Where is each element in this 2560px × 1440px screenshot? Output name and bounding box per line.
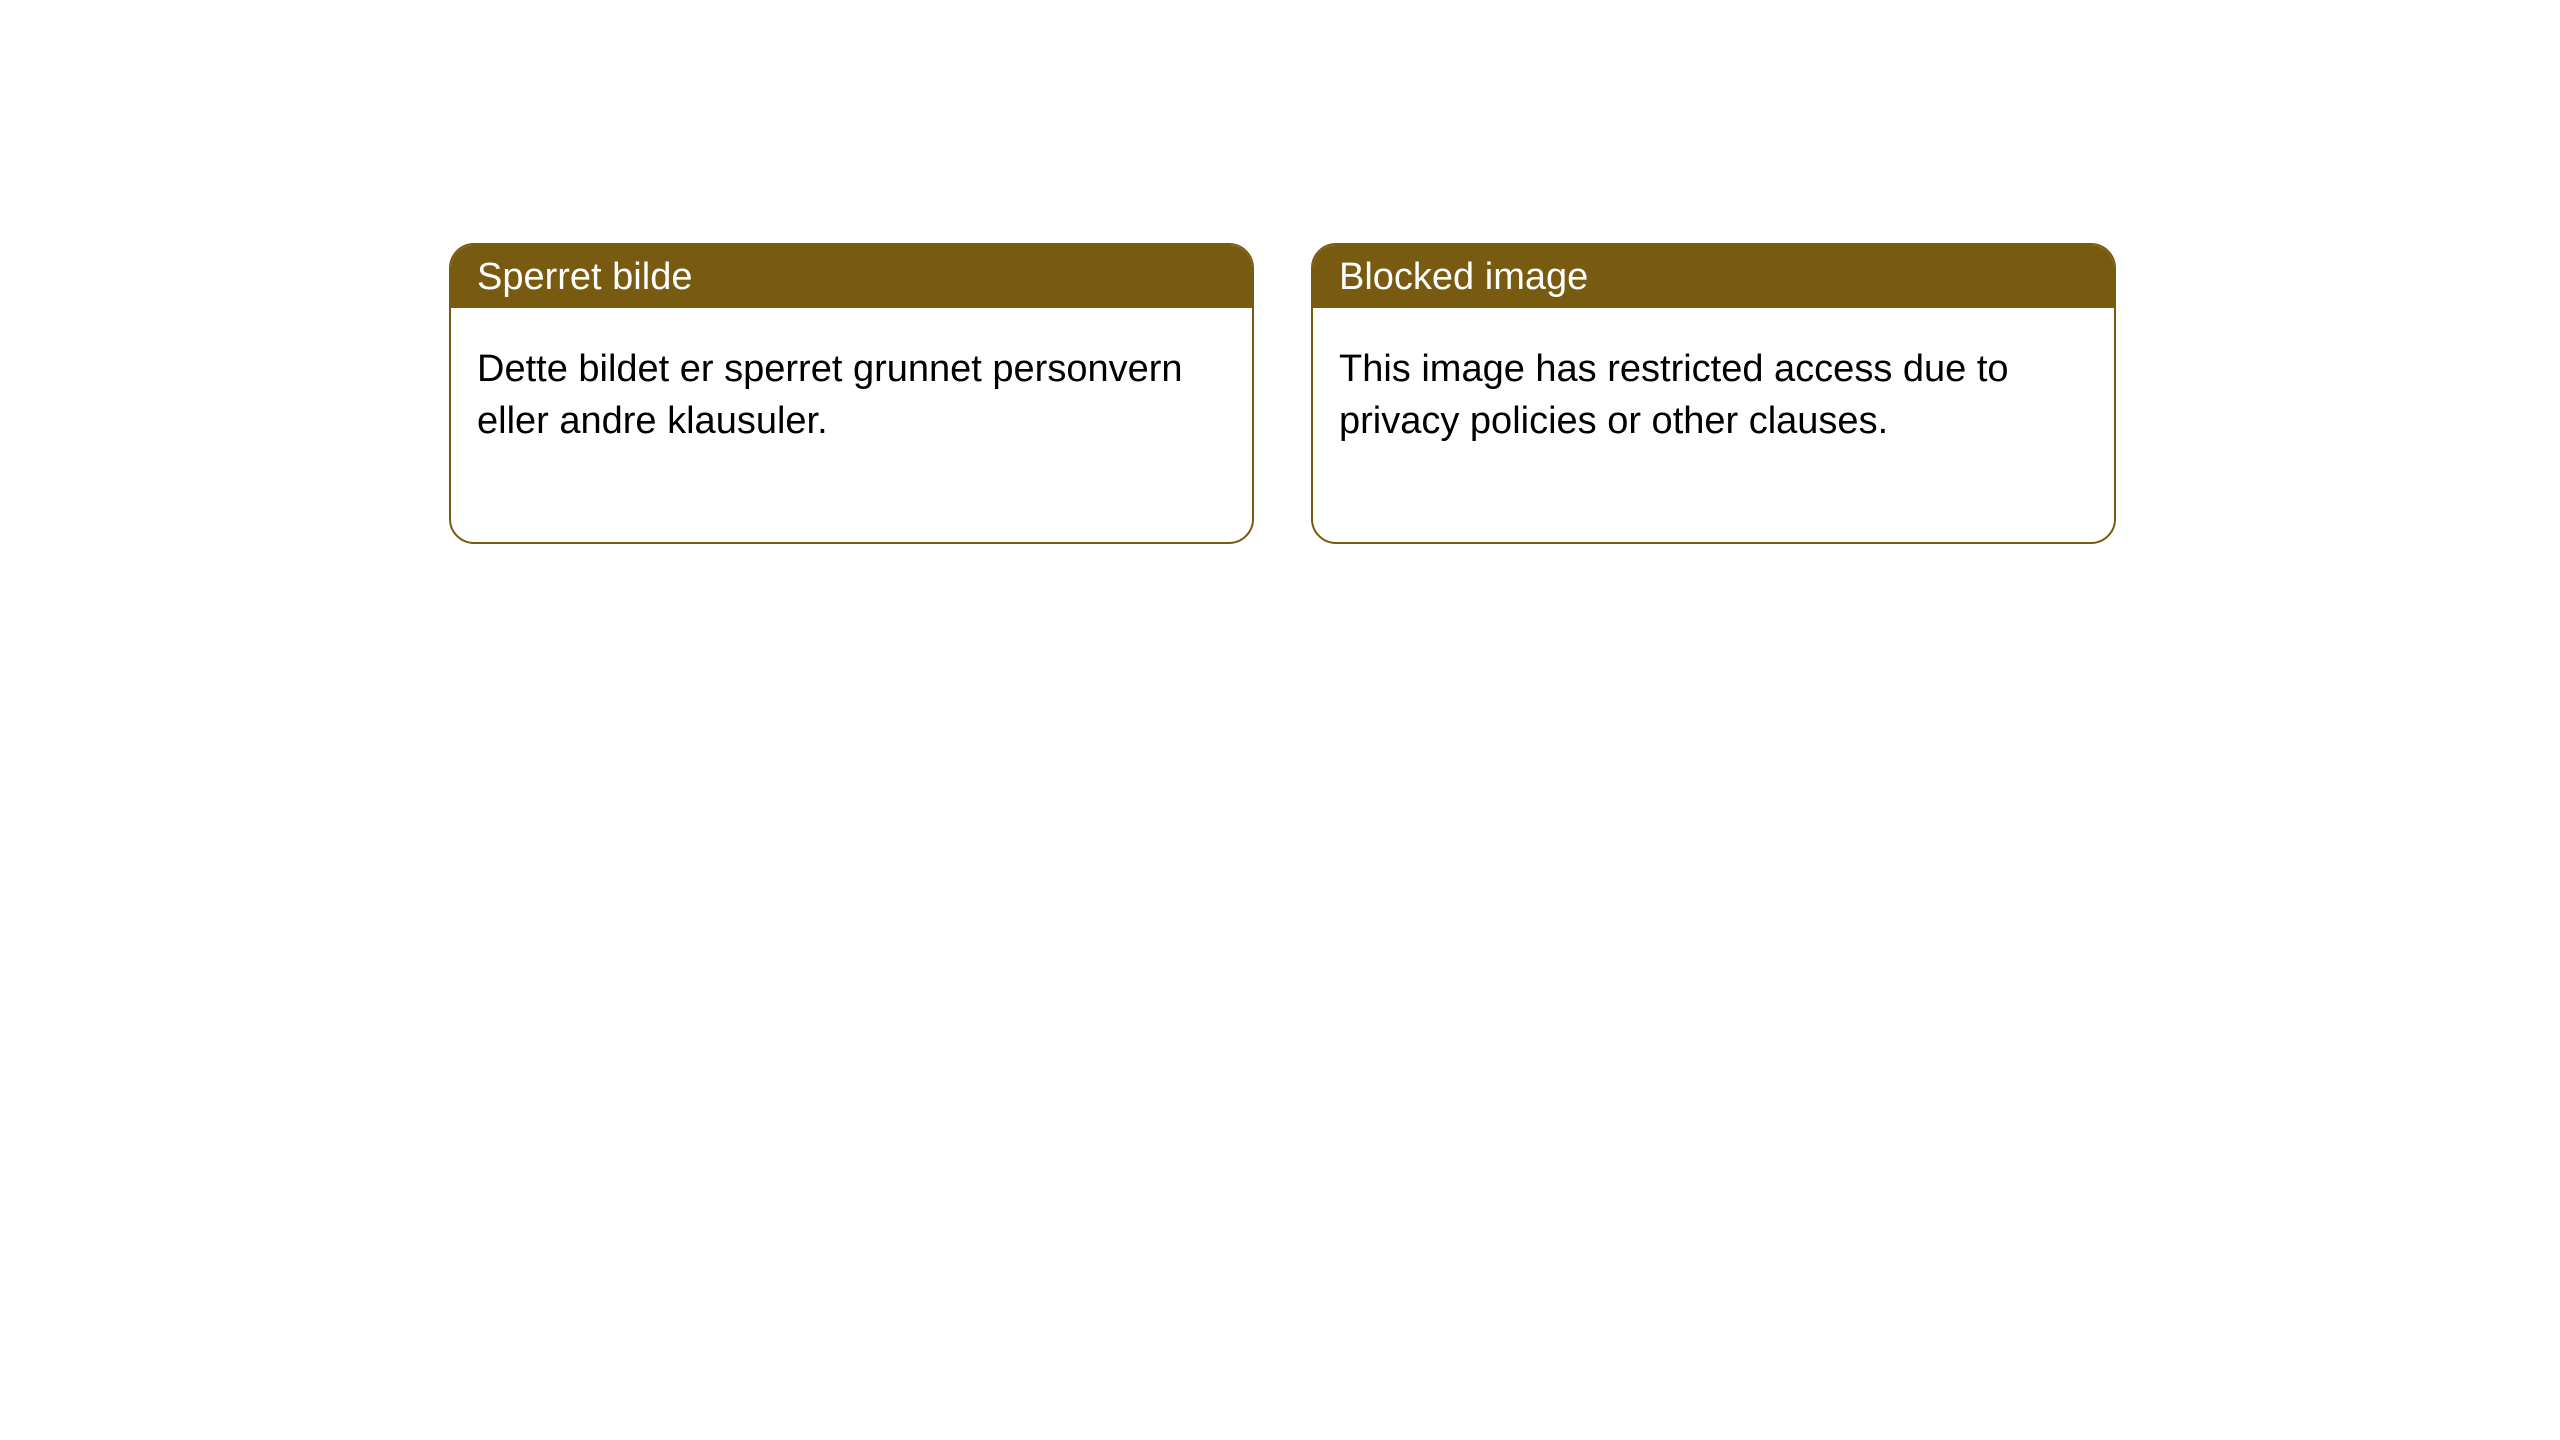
notice-card-body: Dette bildet er sperret grunnet personve… <box>451 308 1252 542</box>
notice-card-body: This image has restricted access due to … <box>1313 308 2114 542</box>
notice-card-norwegian: Sperret bilde Dette bildet er sperret gr… <box>449 243 1254 544</box>
notice-card-english: Blocked image This image has restricted … <box>1311 243 2116 544</box>
notice-card-header: Sperret bilde <box>451 245 1252 308</box>
notice-card-header: Blocked image <box>1313 245 2114 308</box>
notice-cards-container: Sperret bilde Dette bildet er sperret gr… <box>0 0 2560 544</box>
